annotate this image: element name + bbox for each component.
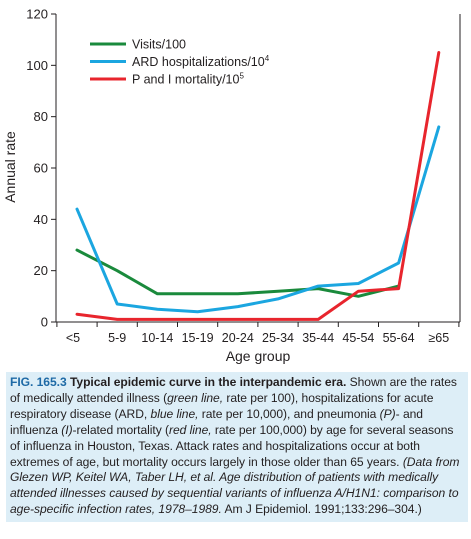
x-tick-label: 25-34 (262, 331, 294, 345)
y-tick-label: 0 (41, 315, 48, 330)
chart-legend: Visits/100 ARD hospitalizations/104 P and … (90, 38, 270, 87)
y-tick-label: 40 (34, 212, 48, 227)
x-tick-label: 20-24 (222, 331, 254, 345)
caption-italic: blue line, (150, 406, 199, 421)
chart-series (75, 51, 441, 321)
x-tick-label: 5-9 (108, 331, 126, 345)
caption-italic: (I) (61, 422, 73, 437)
y-tick-label: 60 (34, 161, 48, 176)
caption-text: rate per 10,000), and pneumonia (198, 406, 380, 421)
x-tick-label: 55-64 (383, 331, 415, 345)
x-tick-label: 45-54 (342, 331, 374, 345)
caption-text: Shown are the rates of medically attende… (10, 375, 457, 405)
series-line-3 (75, 51, 441, 321)
caption-italic: green line, (167, 390, 224, 405)
caption-text: rate per 100), hospitalizations for acut… (10, 390, 434, 421)
caption-text: - and influenza (10, 406, 423, 437)
y-axis-label: Annual rate (2, 131, 18, 203)
y-tick-label: 100 (26, 58, 48, 73)
figure-title: Typical epidemic curve in the interpande… (69, 375, 347, 389)
y-tick-label: 120 (26, 7, 48, 22)
caption-text: rate per 100,000) by age for several sea… (10, 422, 454, 469)
caption-citation: (Data from Glezen WP, Keitel WA, Taber L… (10, 454, 460, 517)
line-chart: 0 20 40 60 80 100 120 <5 5-9 10-14 15-19 20-24 25-34… (2, 7, 461, 364)
chart-axes: 0 20 40 60 80 100 120 <5 5-9 10-14 15-19 20-24 25-34… (26, 7, 461, 345)
figure-caption: FIG. 165.3 Typical epidemic curve in the… (6, 372, 468, 523)
y-tick-label: 20 (34, 263, 48, 278)
caption-text: Am J Epidemiol. 1991;133:296–304.) (221, 502, 422, 517)
caption-italic: red line, (169, 422, 212, 437)
x-tick-label: ≥65 (428, 331, 449, 345)
x-tick-label: 15-19 (182, 331, 214, 345)
x-axis-label: Age group (226, 348, 291, 364)
x-tick-label: 10-14 (141, 331, 173, 345)
legend-label: Visits/100 (132, 38, 186, 52)
caption-italic: (P) (379, 406, 396, 421)
legend-label: P and I mortality/105 (132, 72, 244, 87)
x-tick-label: <5 (66, 331, 80, 345)
x-tick-label: 35-44 (302, 331, 334, 345)
figure-label: FIG. 165.3 (10, 375, 67, 389)
legend-label: ARD hospitalizations/104 (132, 54, 270, 69)
legend-label-superscript: 4 (265, 54, 270, 63)
caption-text: -related mortality ( (72, 422, 170, 437)
series-line-2 (75, 125, 441, 314)
legend-label-superscript: 5 (239, 72, 244, 81)
y-tick-label: 80 (34, 109, 48, 124)
series-line-1 (75, 248, 401, 298)
